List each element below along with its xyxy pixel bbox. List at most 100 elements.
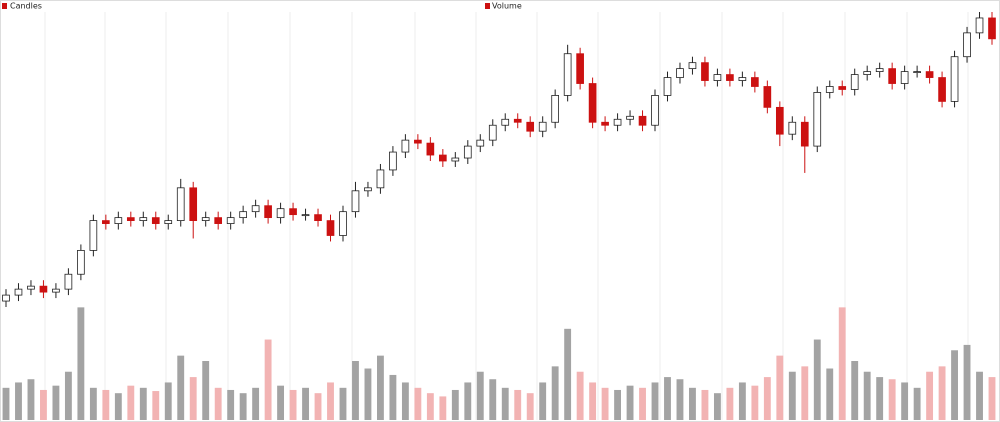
volume-bar bbox=[514, 389, 522, 420]
candle-body bbox=[638, 115, 647, 126]
volume-bar bbox=[713, 393, 721, 420]
candle-body bbox=[439, 154, 447, 162]
volume-bar bbox=[2, 387, 10, 420]
volume-bar bbox=[639, 387, 646, 420]
volume-bar bbox=[576, 371, 584, 420]
volume-bar bbox=[40, 389, 47, 420]
candle-body bbox=[126, 217, 135, 221]
candle-body bbox=[713, 74, 722, 81]
candle-body bbox=[451, 157, 460, 162]
volume-bar bbox=[439, 396, 447, 420]
volume-bar bbox=[664, 377, 671, 420]
volume-bar bbox=[264, 339, 272, 420]
volume-bar bbox=[227, 389, 235, 420]
candle-body bbox=[663, 77, 672, 96]
volume-bar bbox=[352, 361, 359, 420]
volume-bar bbox=[64, 371, 72, 420]
volume-bar bbox=[701, 389, 709, 420]
volume-bar bbox=[214, 387, 222, 420]
candle-body bbox=[726, 74, 734, 81]
candle-body bbox=[27, 285, 35, 290]
candle-body bbox=[800, 121, 809, 147]
candle-body bbox=[102, 220, 110, 224]
candle-body bbox=[476, 139, 485, 147]
volume-bar bbox=[464, 382, 472, 420]
volume-bar bbox=[52, 385, 60, 420]
volume-bar bbox=[976, 371, 983, 420]
volume-bar bbox=[676, 379, 684, 420]
volume-bar bbox=[888, 379, 896, 420]
candle-body bbox=[913, 71, 921, 73]
volume-bar bbox=[314, 393, 322, 420]
legend: Candles Volume bbox=[2, 2, 522, 11]
candle-body bbox=[276, 208, 285, 219]
volume-bar bbox=[539, 382, 547, 420]
candle-body bbox=[925, 71, 934, 78]
candle-body bbox=[751, 77, 759, 87]
volume-bar bbox=[651, 382, 659, 420]
candle-body bbox=[701, 62, 709, 81]
candle-body bbox=[888, 68, 896, 84]
candle-body bbox=[389, 151, 397, 171]
volume-bar bbox=[564, 328, 572, 420]
candle-body bbox=[214, 217, 223, 224]
volume-bar bbox=[738, 382, 746, 420]
volume-bar bbox=[177, 355, 185, 420]
candle-body bbox=[626, 115, 634, 120]
candle-body bbox=[501, 118, 510, 126]
candle-body bbox=[613, 118, 622, 126]
candle-body bbox=[738, 77, 747, 81]
candle-body bbox=[226, 217, 235, 224]
candle-body bbox=[900, 71, 909, 84]
volume-bar bbox=[327, 382, 334, 420]
legend-label: Candles bbox=[10, 2, 42, 11]
volume-bar bbox=[863, 371, 871, 420]
volume-bar bbox=[851, 361, 859, 420]
legend-label: Volume bbox=[492, 2, 522, 11]
volume-bar bbox=[626, 385, 634, 420]
candle-body bbox=[2, 294, 10, 302]
candle-body bbox=[351, 190, 360, 213]
volume-bar bbox=[589, 382, 597, 420]
candle-body bbox=[52, 288, 60, 293]
candle-body bbox=[988, 17, 996, 40]
candle-body bbox=[164, 220, 173, 224]
volume-bar bbox=[788, 371, 796, 420]
candle-body bbox=[825, 86, 834, 93]
volume-bar bbox=[389, 374, 397, 420]
candle-body bbox=[676, 68, 684, 78]
candle-body bbox=[14, 288, 23, 296]
candle-body bbox=[77, 249, 85, 275]
candle-body bbox=[513, 118, 522, 123]
candle-body bbox=[401, 139, 410, 153]
volume-bar bbox=[289, 389, 297, 420]
candle-body bbox=[488, 124, 497, 141]
candle-body bbox=[538, 121, 547, 132]
volume-bar bbox=[27, 379, 35, 420]
candle-body bbox=[863, 71, 872, 75]
candle-body bbox=[576, 53, 584, 84]
volume-bar bbox=[601, 387, 609, 420]
volume-bar bbox=[239, 393, 247, 420]
volume-bar bbox=[476, 371, 484, 420]
candle-body bbox=[364, 187, 372, 192]
volume-bar bbox=[501, 387, 509, 420]
candle-body bbox=[651, 95, 659, 126]
candle-body bbox=[688, 62, 697, 70]
candle-body bbox=[376, 169, 385, 189]
volume-bar bbox=[376, 355, 384, 420]
candle-body bbox=[788, 121, 797, 135]
candle-body bbox=[114, 217, 123, 224]
candle-body bbox=[526, 121, 535, 132]
candle-body bbox=[775, 106, 784, 135]
candle-body bbox=[563, 53, 572, 96]
volume-bar bbox=[988, 377, 996, 420]
volume-bar bbox=[89, 387, 97, 420]
volume-bar bbox=[127, 385, 135, 420]
candle-body bbox=[763, 86, 772, 108]
candle-body bbox=[139, 217, 148, 221]
volume-bar bbox=[751, 385, 759, 420]
candle-body bbox=[39, 285, 48, 293]
